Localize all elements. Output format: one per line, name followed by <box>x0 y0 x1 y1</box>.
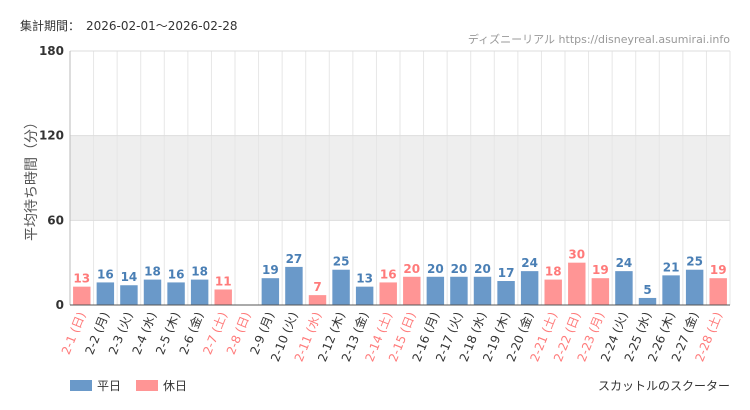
bar <box>591 278 610 305</box>
data-label: 25 <box>686 255 703 269</box>
bar <box>662 275 680 305</box>
y-tick-label: 60 <box>47 213 64 227</box>
data-label: 18 <box>545 265 562 279</box>
bar <box>285 266 303 305</box>
period-range: 2026-02-01～2026-02-28 <box>86 19 237 33</box>
data-label: 20 <box>403 262 420 276</box>
attraction-name: スカットルのスクーター <box>598 379 730 393</box>
bar <box>709 278 727 305</box>
bar <box>308 295 327 305</box>
y-tick-label: 180 <box>39 44 64 58</box>
bar <box>568 262 586 305</box>
data-label: 5 <box>643 283 651 297</box>
bar <box>473 276 492 305</box>
bar <box>379 282 397 305</box>
data-label: 19 <box>710 263 727 277</box>
bar <box>190 279 209 305</box>
bar <box>544 279 562 305</box>
bar <box>355 286 374 305</box>
bar <box>73 286 91 305</box>
data-label: 11 <box>215 274 232 288</box>
data-label: 24 <box>521 256 538 270</box>
data-label: 17 <box>498 266 515 280</box>
bar <box>520 271 539 305</box>
bar <box>497 281 515 305</box>
data-label: 13 <box>356 272 373 286</box>
legend-holiday-label: 休日 <box>163 379 187 393</box>
bar <box>96 282 115 305</box>
data-label: 13 <box>73 272 90 286</box>
source-credit: ディズニーリアル https://disneyreal.asumirai.inf… <box>468 32 730 46</box>
bar <box>403 276 421 305</box>
x-axis: 2-1 (日)2-2 (月)2-3 (火)2-4 (水)2-5 (木)2-6 (… <box>59 304 730 364</box>
data-label: 21 <box>663 260 680 274</box>
data-label: 20 <box>474 262 491 276</box>
y-axis-title: 平均待ち時間（分） <box>24 115 40 241</box>
plot-area: 13 16 14 18 16 18 11 19 27 7 25 13 16 20 20 20 20 17 24 18 3… <box>69 50 731 306</box>
bar <box>685 269 704 305</box>
bar <box>638 297 657 305</box>
data-label: 27 <box>286 252 303 266</box>
data-label: 19 <box>262 263 279 277</box>
bar <box>332 269 350 305</box>
bar <box>426 276 445 305</box>
legend-weekday-swatch <box>70 380 92 391</box>
data-label: 16 <box>168 267 185 281</box>
legend-holiday-swatch <box>136 380 158 391</box>
data-label: 16 <box>97 267 114 281</box>
data-label: 24 <box>616 256 633 270</box>
data-label: 14 <box>121 270 138 284</box>
bar <box>214 289 232 305</box>
data-label: 19 <box>592 263 609 277</box>
bar <box>615 271 633 305</box>
data-label: 7 <box>313 280 321 294</box>
data-label: 16 <box>380 267 397 281</box>
period-label: 集計期間： <box>20 18 80 33</box>
bar <box>261 278 280 305</box>
legend: 平日 休日 <box>70 379 187 393</box>
y-tick-label: 120 <box>39 129 64 143</box>
legend-weekday-label: 平日 <box>97 379 121 393</box>
y-axis: 0 60 120 180 <box>39 44 71 312</box>
data-label: 18 <box>144 265 161 279</box>
data-label: 20 <box>427 262 444 276</box>
bar <box>120 285 138 305</box>
bar <box>167 282 185 305</box>
data-label: 18 <box>191 265 208 279</box>
bar <box>143 279 162 305</box>
data-label: 30 <box>568 248 585 262</box>
data-label: 20 <box>451 262 468 276</box>
data-label: 25 <box>333 255 350 269</box>
y-tick-label: 0 <box>56 298 64 312</box>
bar <box>450 276 468 305</box>
